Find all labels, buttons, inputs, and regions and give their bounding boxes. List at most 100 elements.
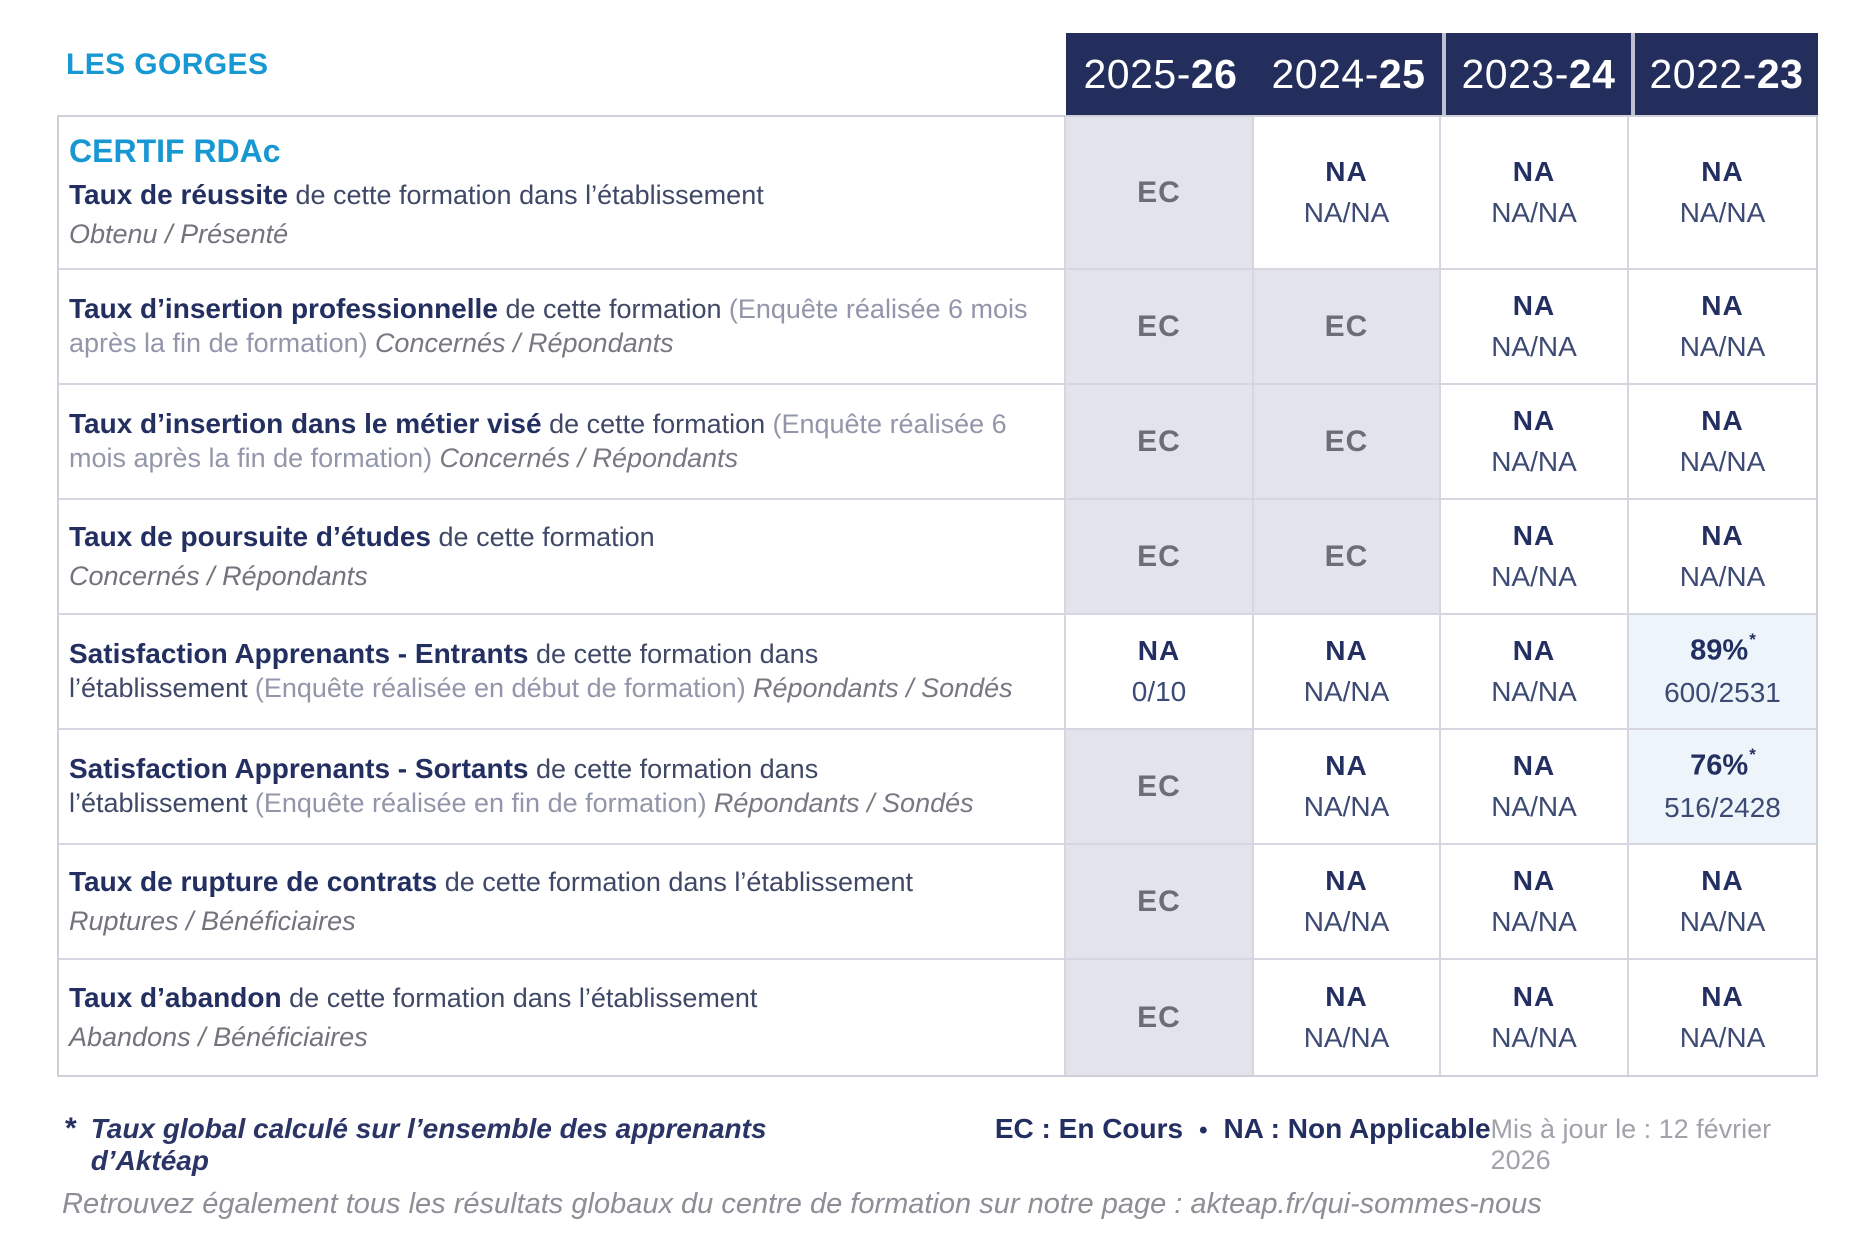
cell-value: EC bbox=[1137, 310, 1181, 344]
value-cell-2024-25: NA NA/NA bbox=[1254, 730, 1441, 843]
value-cell-2025-26: EC bbox=[1066, 385, 1254, 498]
table-row: Taux d’insertion professionnelle de cette… bbox=[59, 270, 1816, 385]
cell-value-text: NA bbox=[1325, 156, 1368, 187]
row-label: Taux d’abandon de cette formation dans l’… bbox=[59, 960, 1066, 1075]
row-description: de cette formation dans l’établissement bbox=[69, 753, 819, 819]
cell-value: NA bbox=[1325, 156, 1367, 188]
cell-ratio: NA/NA bbox=[1679, 446, 1766, 477]
cell-value-text: NA bbox=[1512, 865, 1556, 896]
value-cell-2022-23: NA NA/NA bbox=[1629, 385, 1816, 498]
row-label-text: Taux d’insertion dans le métier visé de c… bbox=[69, 406, 1048, 475]
cell-value: NA bbox=[1701, 865, 1743, 897]
table-body: CERTIF RDAc Taux de réussite de cette form… bbox=[57, 115, 1818, 1077]
cell-value-text: NA bbox=[1325, 750, 1368, 781]
legend-ec: EC : En Cours bbox=[994, 1113, 1184, 1144]
row-description: de cette formation dans l’établissement bbox=[444, 866, 914, 897]
cell-value-text: NA bbox=[1701, 865, 1744, 896]
cell-value: NA bbox=[1701, 290, 1743, 322]
cell-ratio: NA/NA bbox=[1491, 1022, 1577, 1053]
table-row: Taux de rupture de contrats de cette form… bbox=[59, 845, 1816, 960]
value-cell-2023-24: NA NA/NA bbox=[1441, 385, 1629, 498]
bullet-separator: • bbox=[1199, 1117, 1208, 1144]
row-description: de cette formation dans l’établissement bbox=[69, 638, 819, 704]
cell-value-text: NA bbox=[1512, 750, 1556, 781]
row-description: de cette formation dans l’établissement bbox=[295, 179, 764, 210]
cell-value-text: NA bbox=[1512, 290, 1556, 321]
cell-value: NA bbox=[1513, 865, 1555, 897]
value-cell-2022-23: NA NA/NA bbox=[1629, 270, 1816, 383]
row-label: Taux de rupture de contrats de cette form… bbox=[59, 845, 1066, 958]
value-cell-2024-25: NA NA/NA bbox=[1254, 845, 1441, 958]
row-title: Satisfaction Apprenants - Sortants bbox=[69, 752, 529, 784]
row-label-text: Taux de rupture de contrats de cette form… bbox=[69, 864, 1048, 899]
cell-value-text: 76% bbox=[1690, 749, 1749, 782]
cell-value: NA bbox=[1138, 635, 1180, 667]
cell-value-text: EC bbox=[1324, 539, 1369, 573]
row-label-text: Taux d’insertion professionnelle de cette… bbox=[69, 291, 1048, 360]
cell-value-text: NA bbox=[1701, 405, 1744, 436]
cell-value-text: EC bbox=[1137, 1000, 1181, 1034]
value-cell-2022-23: NA NA/NA bbox=[1629, 960, 1816, 1075]
cell-value: NA bbox=[1513, 635, 1555, 667]
cell-value: NA bbox=[1513, 405, 1555, 437]
cell-value: NA bbox=[1325, 981, 1367, 1013]
year-prefix: 2022- bbox=[1649, 50, 1757, 97]
cell-value-text: NA bbox=[1512, 520, 1556, 551]
cell-value: EC bbox=[1137, 425, 1181, 459]
row-label: Taux de poursuite d’études de cette forma… bbox=[59, 500, 1066, 613]
results-table: 2025- 26 2024- 25 2023- 24 2022- 23 CERTIF R… bbox=[57, 33, 1818, 1077]
value-cell-2022-23: NA NA/NA bbox=[1629, 845, 1816, 958]
cell-value: NA bbox=[1513, 750, 1555, 782]
value-cell-2022-23: 89%* 600/2531 bbox=[1629, 615, 1816, 728]
table-row: Taux d’insertion dans le métier visé de c… bbox=[59, 385, 1816, 500]
cell-value: NA bbox=[1325, 635, 1367, 667]
row-title: Taux d’insertion dans le métier visé bbox=[69, 407, 542, 439]
row-survey-note: (Enquête réalisée 6 mois après la fin de… bbox=[69, 293, 1028, 359]
cell-value-text: NA bbox=[1701, 290, 1744, 321]
cell-value: EC bbox=[1137, 1001, 1181, 1035]
cell-value-text: NA bbox=[1512, 405, 1556, 436]
table-row: Satisfaction Apprenants - Entrants de cet… bbox=[59, 615, 1816, 730]
year-header-2023-24: 2023- 24 bbox=[1442, 33, 1631, 115]
cell-ratio: NA/NA bbox=[1491, 197, 1577, 228]
legend: EC : En Cours • NA : Non Applicable bbox=[995, 1113, 1491, 1145]
year-prefix: 2025- bbox=[1083, 50, 1191, 97]
cell-ratio: NA/NA bbox=[1679, 331, 1766, 362]
row-title: Satisfaction Apprenants - Entrants bbox=[69, 637, 529, 669]
cell-value-text: EC bbox=[1324, 424, 1369, 458]
cell-value: EC bbox=[1325, 310, 1369, 344]
cell-ratio: NA/NA bbox=[1303, 1022, 1390, 1053]
value-cell-2024-25: EC bbox=[1254, 270, 1441, 383]
year-prefix: 2024- bbox=[1271, 50, 1379, 97]
asterisk-marker: * bbox=[65, 1112, 77, 1145]
row-ratio-caption: Concernés / Répondants bbox=[439, 443, 739, 474]
table-row: Satisfaction Apprenants - Sortants de cet… bbox=[59, 730, 1816, 845]
value-cell-2024-25: EC bbox=[1254, 500, 1441, 613]
cell-ratio: NA/NA bbox=[1491, 906, 1577, 937]
cell-ratio: NA/NA bbox=[1679, 197, 1766, 228]
cell-ratio: NA/NA bbox=[1303, 791, 1390, 822]
row-ratio-caption: Répondants / Sondés bbox=[713, 788, 974, 819]
cell-value: NA bbox=[1701, 405, 1743, 437]
value-cell-2025-26: EC bbox=[1066, 270, 1254, 383]
value-cell-2024-25: NA NA/NA bbox=[1254, 117, 1441, 268]
cell-value: 89%* bbox=[1690, 630, 1756, 668]
value-cell-2025-26: EC bbox=[1066, 845, 1254, 958]
row-label-text: Satisfaction Apprenants - Entrants de cet… bbox=[69, 636, 1048, 705]
value-cell-2022-23: 76%* 516/2428 bbox=[1629, 730, 1816, 843]
year-header-2022-23: 2022- 23 bbox=[1631, 33, 1818, 115]
cell-value: EC bbox=[1325, 540, 1369, 574]
cell-ratio: NA/NA bbox=[1679, 1022, 1766, 1053]
row-ratio-caption: Abandons / Bénéficiaires bbox=[69, 1022, 368, 1053]
cell-value-text: EC bbox=[1137, 884, 1181, 918]
row-title: Taux d’insertion professionnelle bbox=[69, 292, 498, 324]
cell-value: NA bbox=[1701, 156, 1743, 188]
row-label-text: Taux d’abandon de cette formation dans l’… bbox=[69, 980, 1048, 1015]
value-cell-2023-24: NA NA/NA bbox=[1441, 960, 1629, 1075]
cell-value-text: EC bbox=[1137, 769, 1181, 803]
row-description: de cette formation bbox=[505, 293, 722, 324]
row-label-text: Taux de poursuite d’études de cette forma… bbox=[69, 519, 1048, 554]
value-cell-2024-25: EC bbox=[1254, 385, 1441, 498]
cell-value-text: NA bbox=[1701, 981, 1744, 1012]
cell-value-text: NA bbox=[1325, 981, 1368, 1012]
